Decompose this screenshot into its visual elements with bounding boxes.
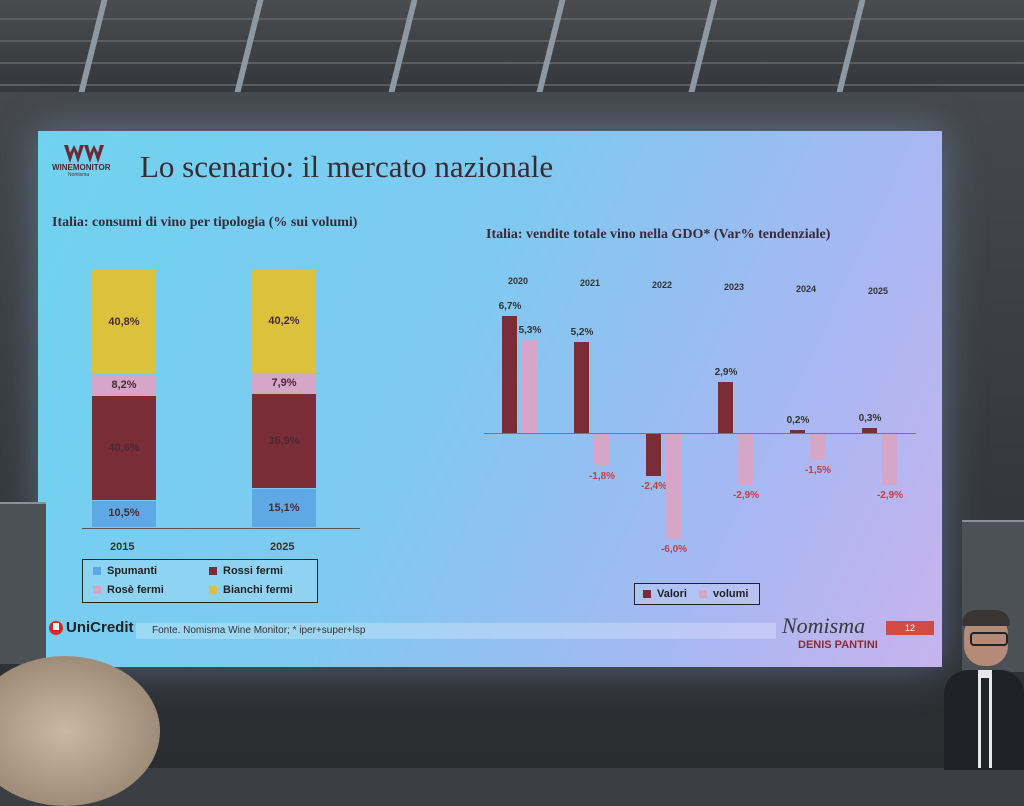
bar-label-volumi-2024: -1,5% — [804, 465, 832, 477]
stack-label-2025: 36,9% — [268, 434, 300, 447]
right-year-label: 2022 — [652, 280, 673, 290]
page-number: 12 — [886, 621, 934, 635]
bar-valori-2025 — [862, 427, 877, 433]
bar-valori-2023 — [718, 382, 733, 433]
bar-label-volumi-2020: 5,3% — [518, 325, 542, 337]
bar-label-volumi-2023: -2,9% — [732, 489, 760, 501]
legend-volumi: volumi — [699, 588, 748, 600]
left-year-label: 2025 — [270, 541, 295, 553]
right-year-label: 2021 — [580, 278, 601, 288]
bar-label-valori-2022: -2,4% — [640, 481, 668, 492]
legend-rose: Rosè fermi — [93, 584, 164, 596]
swatch-volumi — [699, 590, 707, 599]
stack-2025-spumanti — [252, 489, 316, 527]
left-legend: Spumanti Rossi fermi Rosè fermi Bianchi … — [82, 559, 318, 603]
right-zero-axis — [484, 433, 916, 434]
stack-label-2015: 10,5% — [108, 507, 140, 520]
bar-valori-2022 — [646, 434, 661, 476]
right-year-label: 2020 — [508, 276, 529, 286]
swatch-rose — [93, 586, 101, 595]
stack-2025-rossi-fermi — [252, 393, 316, 489]
stack-label-2015: 40,8% — [108, 315, 140, 328]
winemonitor-logo-icon — [64, 145, 104, 163]
projection-screen: WINEMONITOR Nomisma Lo scenario: il merc… — [38, 131, 942, 667]
left-year-label: 2015 — [110, 541, 135, 553]
right-chart-title: Italia: vendite totale vino nella GDO* (… — [486, 227, 831, 242]
swatch-valori — [643, 590, 651, 599]
stack-label-2015: 40,6% — [108, 441, 140, 454]
bar-volumi-2023 — [738, 434, 753, 485]
stack-label-2025: 7,9% — [271, 376, 297, 389]
legend-spumanti: Spumanti — [93, 565, 157, 577]
speaker-name: DENIS PANTINI — [798, 639, 878, 651]
stack-2015-bianchi-fermi — [92, 270, 156, 375]
bar-valori-2024 — [790, 429, 805, 433]
right-year-label: 2023 — [724, 282, 745, 292]
bar-label-volumi-2021: -1,8% — [588, 470, 616, 482]
legend-valori: Valori — [643, 588, 687, 600]
swatch-rossi — [209, 567, 217, 576]
swatch-spumanti — [93, 567, 101, 576]
logo-name: WINEMONITOR — [52, 163, 111, 172]
bar-valori-2021 — [574, 342, 589, 433]
bar-volumi-2020 — [522, 340, 537, 433]
logo-sub: Nomisma — [68, 172, 90, 178]
right-year-label: 2025 — [868, 286, 889, 296]
stack-2025-bianchi-fermi — [252, 270, 316, 373]
stack-2025-ros-fermi — [252, 373, 316, 393]
nomisma-brand: Nomisma — [782, 613, 866, 638]
ceiling — [0, 0, 1024, 92]
stack-label-2015: 8,2% — [111, 378, 137, 391]
left-chart-title: Italia: consumi di vino per tipologia (%… — [52, 215, 358, 230]
slide-title: Lo scenario: il mercato nazionale — [140, 149, 554, 184]
swatch-bianchi — [209, 586, 217, 595]
slide-footer: UniCredit Fonte. Nomisma Wine Monitor; *… — [38, 613, 942, 667]
left-axis — [82, 528, 360, 529]
bar-label-valori-2021: 5,2% — [570, 327, 594, 338]
stack-label-2025: 40,2% — [268, 314, 300, 327]
bar-valori-2020 — [502, 315, 517, 433]
right-year-label: 2024 — [796, 284, 817, 294]
bar-volumi-2021 — [594, 434, 609, 466]
bar-volumi-2022 — [666, 434, 681, 539]
bar-volumi-2024 — [810, 434, 825, 461]
bar-label-volumi-2022: -6,0% — [660, 544, 688, 555]
right-legend: Valori volumi — [634, 583, 760, 605]
unicredit-logo-icon — [49, 621, 63, 635]
stack-2015-spumanti — [92, 500, 156, 527]
bar-label-volumi-2025: -2,9% — [876, 489, 904, 501]
bar-volumi-2025 — [882, 434, 897, 485]
unicredit-name: UniCredit — [66, 619, 134, 636]
bar-label-valori-2024: 0,2% — [786, 414, 810, 426]
stack-label-2025: 15,1% — [268, 501, 300, 514]
legend-rossi: Rossi fermi — [209, 565, 283, 577]
bar-label-valori-2025: 0,3% — [858, 412, 882, 424]
stack-2015-rossi-fermi — [92, 396, 156, 500]
stack-2015-ros-fermi — [92, 375, 156, 396]
bar-label-valori-2023: 2,9% — [714, 367, 738, 379]
left-wall-panel — [0, 502, 46, 664]
footer-strip — [136, 623, 776, 639]
source-note: Fonte. Nomisma Wine Monitor; * iper+supe… — [152, 625, 366, 636]
bar-label-valori-2020: 6,7% — [498, 300, 522, 312]
legend-bianchi: Bianchi fermi — [209, 584, 293, 596]
